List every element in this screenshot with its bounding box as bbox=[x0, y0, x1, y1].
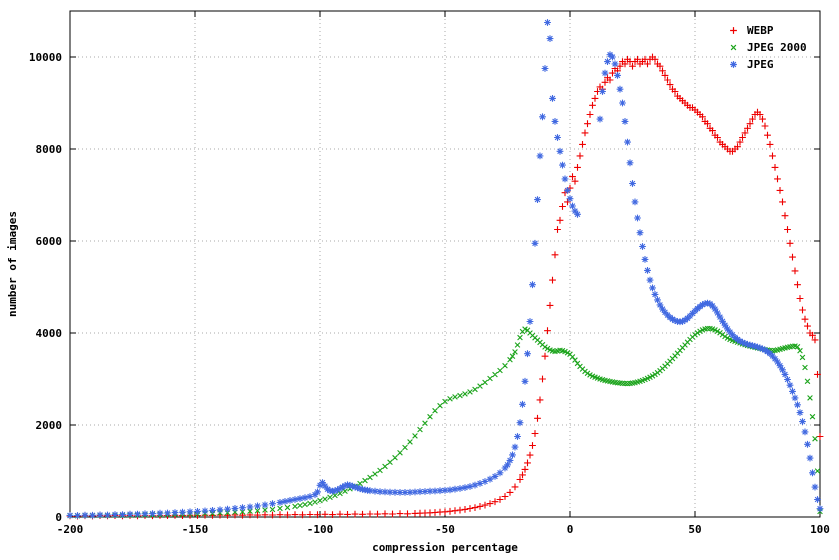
legend-item-webp: WEBP bbox=[726, 22, 807, 39]
legend-item-jpeg2000: JPEG 2000 bbox=[726, 39, 807, 56]
y-tick-label: 6000 bbox=[36, 235, 63, 248]
y-tick-label: 8000 bbox=[36, 143, 63, 156]
x-tick-label: 0 bbox=[567, 523, 574, 536]
y-tick-label: 10000 bbox=[29, 51, 62, 64]
y-tick-label: 4000 bbox=[36, 327, 63, 340]
series-jpeg bbox=[66, 19, 824, 519]
jpeg-asterisk-marker-icon bbox=[730, 61, 737, 68]
legend-item-jpeg: JPEG bbox=[726, 56, 807, 73]
webp-plus-marker-icon bbox=[730, 27, 737, 34]
legend: WEBP JPEG 2000 JPEG bbox=[726, 22, 807, 73]
x-tick-label: 50 bbox=[688, 523, 701, 536]
x-tick-label: -100 bbox=[307, 523, 334, 536]
x-tick-label: -50 bbox=[435, 523, 455, 536]
y-tick-label: 0 bbox=[55, 511, 62, 524]
x-tick-label: -150 bbox=[182, 523, 209, 536]
y-tick-label: 2000 bbox=[36, 419, 63, 432]
legend-label: JPEG bbox=[747, 58, 774, 71]
legend-label: JPEG 2000 bbox=[747, 41, 807, 54]
x-tick-label: -200 bbox=[57, 523, 84, 536]
x-axis-title: compression percentage bbox=[372, 541, 518, 554]
y-axis-title: number of images bbox=[6, 211, 19, 317]
jpeg2000-cross-marker-icon bbox=[730, 44, 737, 51]
x-tick-label: 100 bbox=[810, 523, 830, 536]
legend-label: WEBP bbox=[747, 24, 774, 37]
